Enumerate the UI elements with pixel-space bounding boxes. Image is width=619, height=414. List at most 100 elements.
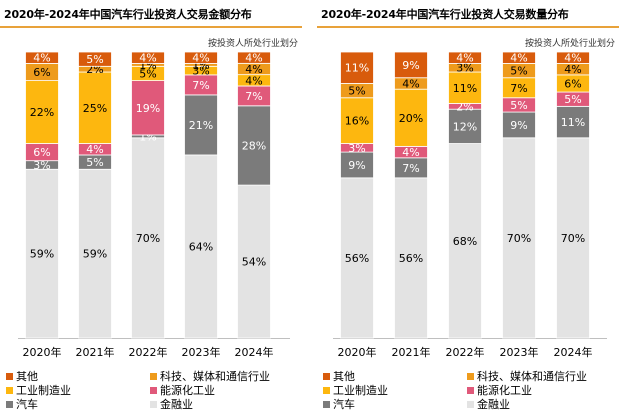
legend-swatch (6, 400, 13, 408)
legend-label: 其他 (333, 370, 355, 383)
legend-swatch (150, 372, 157, 380)
legend-swatch (6, 372, 13, 380)
legend-item: 科技、媒体和通信行业 (467, 368, 587, 384)
data-label: 3% (456, 62, 473, 75)
legend-item: 金融业 (150, 396, 193, 412)
legend-label: 汽车 (333, 398, 355, 411)
data-label: 70% (507, 232, 531, 245)
legend-label: 科技、媒体和通信行业 (160, 370, 270, 383)
bar-segment (394, 88, 428, 147)
data-label: 28% (242, 139, 266, 152)
data-label: 11% (561, 116, 585, 129)
bar-segment (394, 51, 428, 79)
data-label: 6% (564, 77, 581, 90)
legend-swatch (323, 386, 330, 394)
bar-segment (502, 51, 536, 64)
bar-segment (556, 105, 590, 139)
data-label: 21% (189, 119, 213, 132)
data-label: 19% (136, 102, 160, 115)
bar-segment (131, 137, 165, 339)
legend-swatch (467, 372, 474, 380)
legend-swatch (467, 400, 474, 408)
legend-swatch (150, 400, 157, 408)
legend-label: 金融业 (477, 398, 510, 411)
title-rule (317, 26, 619, 28)
data-label: 7% (245, 90, 262, 103)
legend-label: 金融业 (160, 398, 193, 411)
data-label: 56% (399, 252, 423, 265)
title-rule (0, 26, 302, 28)
data-label: 3% (33, 159, 50, 172)
data-label: 9% (402, 59, 419, 72)
data-label: 4% (245, 74, 262, 87)
legend-label: 工业制造业 (16, 384, 71, 397)
data-label: 4% (245, 52, 262, 65)
x-tick-label: 2022年 (129, 345, 168, 359)
x-tick-label: 2024年 (554, 345, 593, 359)
data-label: 3% (192, 65, 209, 78)
data-label: 70% (136, 232, 160, 245)
data-label: 6% (33, 66, 50, 79)
chart-title-amount: 2020年-2024年中国汽车行业投资人交易金额分布 (4, 8, 252, 21)
legend-item: 工业制造业 (6, 382, 71, 398)
data-label: 12% (453, 120, 477, 133)
data-label: 4% (564, 63, 581, 76)
legend-item: 其他 (6, 368, 38, 384)
bar-segment (78, 71, 112, 144)
bar-segment (502, 137, 536, 339)
data-label: 6% (33, 146, 50, 159)
chart-subtitle-count: 按投资人所处行业划分 (524, 39, 615, 49)
chart-subtitle-amount: 按投资人所处行业划分 (207, 39, 298, 49)
data-label: 20% (399, 112, 423, 125)
x-tick-label: 2023年 (182, 345, 221, 359)
legend-item: 金融业 (467, 396, 510, 412)
x-tick-label: 2021年 (76, 345, 115, 359)
data-label: 59% (30, 248, 54, 261)
bar-segment (78, 51, 112, 67)
data-label: 5% (348, 85, 365, 98)
data-label: 25% (83, 102, 107, 115)
data-label: 7% (402, 162, 419, 175)
bar-segment (340, 177, 374, 339)
data-label: 4% (402, 77, 419, 90)
panel-amount: 2020年-2024年中国汽车行业投资人交易金额分布 按投资人所处行业划分 59… (0, 0, 302, 414)
data-label: 64% (189, 240, 213, 253)
data-label: 9% (348, 159, 365, 172)
legend-label: 汽车 (16, 398, 38, 411)
legend-swatch (150, 386, 157, 394)
x-tick-label: 2023年 (500, 345, 539, 359)
data-label: 7% (192, 79, 209, 92)
data-label: 3% (348, 142, 365, 155)
legend-swatch (323, 372, 330, 380)
legend-swatch (6, 386, 13, 394)
legend-item: 能源化工业 (150, 382, 215, 398)
data-label: 68% (453, 235, 477, 248)
chart-title-count: 2020年-2024年中国汽车行业投资人交易数量分布 (321, 8, 569, 21)
legend-label: 科技、媒体和通信行业 (477, 370, 587, 383)
data-label: 11% (453, 82, 477, 95)
data-label: 5% (510, 99, 527, 112)
data-label: 70% (561, 232, 585, 245)
x-tick-label: 2024年 (235, 345, 274, 359)
legend-item: 汽车 (6, 396, 38, 412)
bar-segment (237, 51, 271, 64)
bar-segment (25, 80, 59, 144)
bar-segment (237, 105, 271, 186)
legend-item: 科技、媒体和通信行业 (150, 368, 270, 384)
x-tick-label: 2022年 (446, 345, 485, 359)
legend-label: 能源化工业 (160, 384, 215, 397)
data-label: 11% (345, 62, 369, 75)
chart-count: 56% 9% 3% 16% 5% 11% 2020年 56% 7% 4% 20% 4% 9% 2021年 6… (333, 51, 607, 359)
x-tick-label: 2021年 (392, 345, 431, 359)
panel-count: 2020年-2024年中国汽车行业投资人交易数量分布 按投资人所处行业划分 56… (317, 0, 619, 414)
legend-item: 工业制造业 (323, 382, 388, 398)
data-label: 56% (345, 252, 369, 265)
bar-segment (237, 184, 271, 339)
legend-label: 其他 (16, 370, 38, 383)
bar-segment (448, 51, 482, 64)
data-label: 4% (245, 63, 262, 76)
bar-segment (340, 151, 374, 179)
bar-segment (78, 168, 112, 339)
legend-item: 汽车 (323, 396, 355, 412)
data-label: 5% (510, 65, 527, 78)
